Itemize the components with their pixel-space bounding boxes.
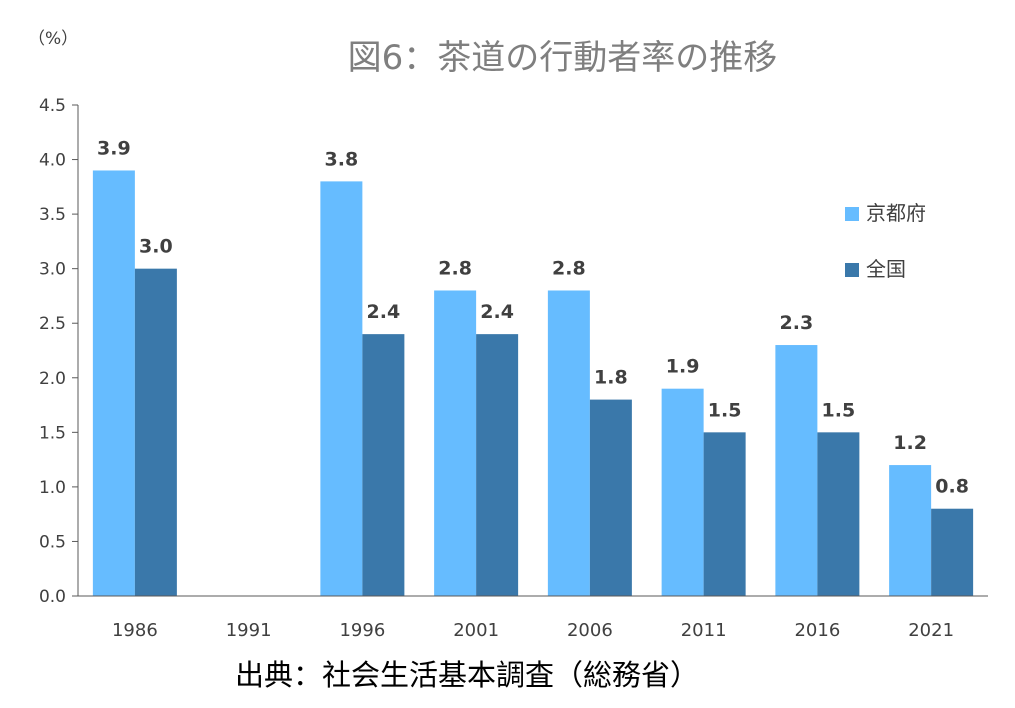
bar-kyoto-1996 <box>320 181 363 596</box>
x-tick-label-2011: 2011 <box>681 620 727 641</box>
data-label-kyoto-2021: 1.2 <box>893 432 927 454</box>
x-tick-label-1996: 1996 <box>339 620 385 641</box>
data-label-kyoto-1986: 3.9 <box>97 137 131 159</box>
bar-national-2016 <box>817 432 860 596</box>
data-label-kyoto-2011: 1.9 <box>666 356 700 378</box>
y-tick-label-4.0: 4.0 <box>39 151 66 171</box>
y-tick-label-4.5: 4.5 <box>39 96 66 116</box>
x-tick-label-2021: 2021 <box>908 620 954 641</box>
bar-kyoto-2021 <box>889 465 932 596</box>
bar-kyoto-2011 <box>661 388 704 596</box>
legend-swatch-kyoto <box>845 207 859 221</box>
y-axis-unit-label: （%） <box>28 29 79 49</box>
legend-label-national: 全国 <box>866 257 906 281</box>
bar-national-1986 <box>134 268 177 596</box>
bar-national-2021 <box>931 508 974 596</box>
bar-kyoto-2006 <box>547 290 590 596</box>
y-tick-label-3.5: 3.5 <box>39 205 66 225</box>
legend-label-kyoto: 京都府 <box>866 201 926 225</box>
y-tick-label-3.0: 3.0 <box>39 260 66 280</box>
x-tick-label-1986: 1986 <box>112 620 158 641</box>
x-tick-label-1991: 1991 <box>226 620 272 641</box>
bar-kyoto-2016 <box>775 345 818 596</box>
data-label-national-2021: 0.8 <box>935 476 969 498</box>
bar-kyoto-2001 <box>434 290 477 596</box>
data-label-national-1986: 3.0 <box>139 236 173 258</box>
bar-national-2006 <box>589 399 632 596</box>
y-tick-label-0.0: 0.0 <box>39 587 66 607</box>
y-tick-label-1.0: 1.0 <box>39 478 66 498</box>
data-label-national-2006: 1.8 <box>594 367 628 389</box>
source-caption: 出典：社会生活基本調査（総務省） <box>235 658 700 692</box>
bar-kyoto-1986 <box>92 170 135 596</box>
data-label-kyoto-2016: 2.3 <box>780 312 814 334</box>
y-tick-label-1.5: 1.5 <box>39 423 66 443</box>
y-tick-label-2.5: 2.5 <box>39 314 66 334</box>
data-label-national-2011: 1.5 <box>708 399 742 421</box>
data-label-kyoto-2001: 2.8 <box>438 257 472 279</box>
x-tick-label-2016: 2016 <box>794 620 840 641</box>
data-label-kyoto-2006: 2.8 <box>552 257 586 279</box>
bar-national-1996 <box>362 334 405 596</box>
data-label-national-1996: 2.4 <box>367 301 401 323</box>
data-label-national-2016: 1.5 <box>822 399 856 421</box>
data-label-national-2001: 2.4 <box>480 301 514 323</box>
data-label-kyoto-1996: 3.8 <box>325 148 359 170</box>
chart-title: 図6：茶道の行動者率の推移 <box>347 38 778 78</box>
x-tick-label-2006: 2006 <box>567 620 613 641</box>
y-tick-label-0.5: 0.5 <box>39 532 66 552</box>
bar-national-2011 <box>703 432 746 596</box>
y-tick-label-2.0: 2.0 <box>39 369 66 389</box>
bar-national-2001 <box>476 334 519 596</box>
x-tick-label-2001: 2001 <box>453 620 499 641</box>
legend-swatch-national <box>845 263 859 277</box>
